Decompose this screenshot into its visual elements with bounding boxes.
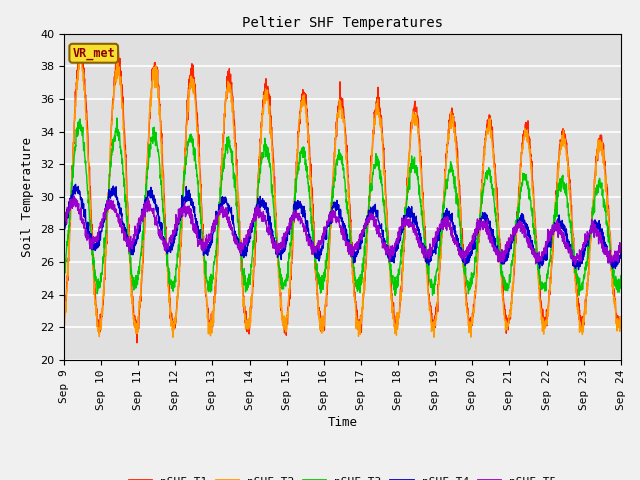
pSHF_T1 [617,325,625,331]
X-axis label: Time: Time [328,416,357,429]
pSHF_T3 [359,267,367,273]
pSHF_T5 [60,220,68,226]
pSHF_T2 [216,199,223,205]
pSHF_T1 [133,340,141,346]
pSHF_T4 [504,251,512,257]
pSHF_T2 [568,228,576,233]
pSHF_T3 [216,201,223,206]
Line: pSHF_T1: pSHF_T1 [64,45,621,343]
Y-axis label: Soil Temperature: Soil Temperature [22,137,35,257]
pSHF_T4 [72,181,79,187]
pSHF_T3 [60,278,68,284]
pSHF_T4 [584,239,591,245]
pSHF_T5 [617,246,625,252]
Title: Peltier SHF Temperatures: Peltier SHF Temperatures [242,16,443,30]
Legend: pSHF_T1, pSHF_T2, pSHF_T3, pSHF_T4, pSHF_T5: pSHF_T1, pSHF_T2, pSHF_T3, pSHF_T4, pSHF… [124,472,561,480]
pSHF_T1 [505,321,513,326]
pSHF_T1 [359,301,367,307]
pSHF_T5 [568,254,575,260]
pSHF_T1 [568,219,576,225]
pSHF_T5 [216,212,223,217]
Line: pSHF_T4: pSHF_T4 [64,184,621,270]
pSHF_T1 [216,202,223,208]
Text: VR_met: VR_met [72,47,115,60]
pSHF_T2 [60,326,68,332]
pSHF_T2 [505,321,513,326]
pSHF_T5 [371,219,379,225]
pSHF_T4 [575,267,582,273]
pSHF_T5 [70,193,77,199]
pSHF_T1 [77,42,84,48]
pSHF_T4 [359,232,367,238]
pSHF_T5 [359,232,367,238]
pSHF_T3 [617,273,625,278]
pSHF_T4 [60,226,68,231]
pSHF_T5 [504,241,512,247]
pSHF_T1 [584,284,591,289]
pSHF_T3 [113,115,121,121]
pSHF_T2 [359,306,367,312]
pSHF_T3 [505,285,513,291]
pSHF_T3 [371,166,379,171]
pSHF_T1 [60,313,68,319]
pSHF_T2 [77,51,85,57]
pSHF_T4 [568,255,575,261]
Line: pSHF_T3: pSHF_T3 [64,118,621,295]
Line: pSHF_T5: pSHF_T5 [64,196,621,264]
pSHF_T3 [568,246,576,252]
pSHF_T5 [584,230,591,236]
pSHF_T2 [584,287,591,293]
pSHF_T2 [371,122,379,128]
pSHF_T4 [617,250,625,256]
pSHF_T3 [584,253,591,259]
Line: pSHF_T2: pSHF_T2 [64,54,621,337]
pSHF_T2 [617,323,625,328]
pSHF_T4 [371,206,379,212]
pSHF_T5 [572,262,579,267]
pSHF_T1 [371,108,379,113]
pSHF_T3 [391,292,399,298]
pSHF_T4 [216,206,223,212]
pSHF_T2 [169,335,177,340]
